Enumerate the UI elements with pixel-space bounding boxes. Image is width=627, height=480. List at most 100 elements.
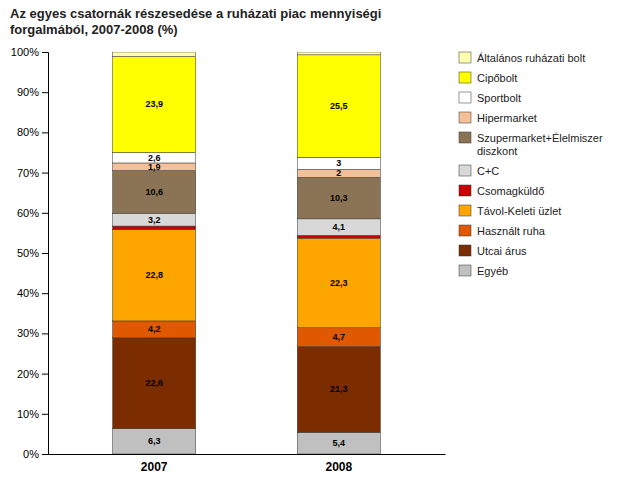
x-tick-label: 2007 xyxy=(141,460,168,474)
legend-item: Utcai árus xyxy=(459,245,527,257)
data-label: 21,3 xyxy=(330,384,348,394)
y-tick-label: 70% xyxy=(17,167,39,179)
y-tick: 60% xyxy=(17,207,48,219)
legend-item: Távol-Keleti üzlet xyxy=(459,205,561,217)
legend-label: Használt ruha xyxy=(477,225,546,237)
data-label: 1,9 xyxy=(148,162,161,172)
data-labels: 6,35,422,621,34,24,722,822,33,24,110,610… xyxy=(145,99,347,448)
y-tick-mark xyxy=(42,253,48,254)
bar-segment xyxy=(113,171,196,214)
bars xyxy=(113,52,381,454)
bar-segment xyxy=(113,226,196,229)
legend-item: Használt ruha xyxy=(459,225,546,237)
legend-item: Szupermarket+Élelmiszerdiszkont xyxy=(459,132,603,157)
legend-label: Cipőbolt xyxy=(477,72,517,84)
bar-segment xyxy=(297,169,380,177)
y-tick-mark xyxy=(42,454,48,455)
x-axis-line xyxy=(49,454,446,455)
legend-item: Egyéb xyxy=(459,265,508,277)
legend-label: C+C xyxy=(477,165,499,177)
y-tick-mark xyxy=(42,132,48,133)
y-tick-label: 30% xyxy=(17,327,39,339)
y-tick-label: 50% xyxy=(17,247,39,259)
bar-segment xyxy=(297,328,380,347)
legend-item: Cipőbolt xyxy=(459,72,517,84)
legend-item: Csomagküldő xyxy=(459,185,544,197)
plot: 6,35,422,621,34,24,722,822,33,24,110,610… xyxy=(11,46,446,474)
legend-label: Szupermarket+Élelmiszerdiszkont xyxy=(477,132,603,157)
legend-swatch xyxy=(459,205,471,216)
legend-item: Hipermarket xyxy=(459,112,537,124)
bar-segment xyxy=(113,56,196,152)
x-tick: 2008 xyxy=(325,460,352,474)
bar-segment xyxy=(113,338,196,429)
data-label: 25,5 xyxy=(330,101,348,111)
data-label: 5,4 xyxy=(333,438,346,448)
legend-label: Csomagküldő xyxy=(477,185,544,197)
y-tick: 40% xyxy=(17,287,48,299)
data-label: 22,6 xyxy=(145,378,163,388)
bar-segment xyxy=(297,347,380,433)
legend-item: Sportbolt xyxy=(459,92,521,104)
y-tick-mark xyxy=(42,213,48,214)
data-label: 10,3 xyxy=(330,193,348,203)
y-tick-label: 60% xyxy=(17,207,39,219)
bar-segment xyxy=(113,153,196,163)
y-tick: 70% xyxy=(17,167,48,179)
y-tick: 10% xyxy=(17,408,48,420)
y-tick-mark xyxy=(42,92,48,93)
legend-swatch xyxy=(459,72,471,83)
y-tick-label: 20% xyxy=(17,368,39,380)
bar-segment xyxy=(113,429,196,454)
legend-swatch xyxy=(459,265,471,276)
bar-segment xyxy=(113,321,196,338)
legend-swatch xyxy=(459,92,471,103)
bar-segment xyxy=(297,238,380,328)
y-tick-mark xyxy=(42,374,48,375)
y-tick-mark xyxy=(42,52,48,53)
bar-segment xyxy=(113,213,196,226)
y-tick-label: 80% xyxy=(17,126,39,138)
y-tick: 30% xyxy=(17,327,48,339)
y-tick: 50% xyxy=(17,247,48,259)
bar-segment xyxy=(297,432,380,454)
x-tick: 2007 xyxy=(141,460,168,474)
bar-segment xyxy=(297,219,380,235)
legend-swatch xyxy=(459,52,471,63)
bar-segment xyxy=(113,52,196,56)
y-tick-mark xyxy=(42,293,48,294)
legend: Általános ruházati bolt Cipőbolt Sportbolt… xyxy=(459,52,603,277)
legend-item: C+C xyxy=(459,165,499,177)
bar-segment xyxy=(113,229,196,321)
data-label: 23,9 xyxy=(145,99,163,109)
y-tick: 0% xyxy=(23,448,48,460)
y-tick-mark xyxy=(42,173,48,174)
legend-item: Általános ruházati bolt xyxy=(459,52,585,64)
chart: Az egyes csatornák részesedése a ruházat… xyxy=(0,0,627,480)
data-label: 6,3 xyxy=(148,436,161,446)
y-tick: 80% xyxy=(17,126,48,138)
y-tick-mark xyxy=(42,333,48,334)
legend-swatch xyxy=(459,112,471,123)
legend-label: Távol-Keleti üzlet xyxy=(477,205,561,217)
data-label: 3,2 xyxy=(148,215,161,225)
data-label: 22,3 xyxy=(330,278,348,288)
x-tick-label: 2008 xyxy=(325,460,352,474)
legend-label: Utcai árus xyxy=(477,245,527,257)
y-tick-label: 40% xyxy=(17,287,39,299)
legend-swatch xyxy=(459,225,471,236)
y-axis-line xyxy=(42,53,49,455)
legend-label: Sportbolt xyxy=(477,92,521,104)
x-axis: 2007 2008 xyxy=(49,455,446,475)
data-label: 22,8 xyxy=(145,270,163,280)
y-axis: 0%10%20%30%40%50%60%70%80%90%100% xyxy=(11,46,49,460)
y-tick-label: 90% xyxy=(17,86,39,98)
data-label: 2 xyxy=(336,168,341,178)
legend-label: Egyéb xyxy=(477,265,508,277)
y-tick: 90% xyxy=(17,86,48,98)
data-label: 10,6 xyxy=(145,187,163,197)
legend-swatch xyxy=(459,245,471,256)
data-label: 4,2 xyxy=(148,324,161,334)
legend-label: Általános ruházati bolt xyxy=(477,52,585,64)
y-tick: 20% xyxy=(17,368,48,380)
